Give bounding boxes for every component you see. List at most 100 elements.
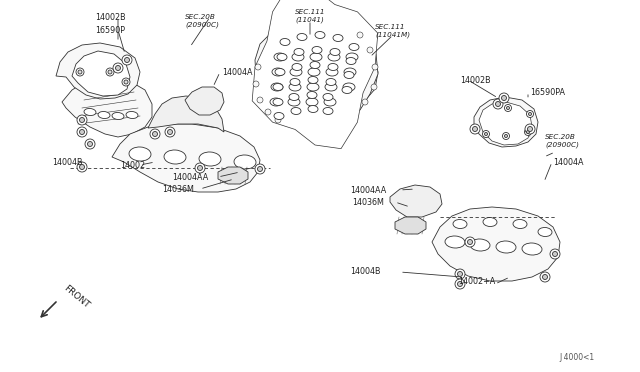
Polygon shape (112, 124, 260, 192)
Ellipse shape (453, 219, 467, 228)
Ellipse shape (126, 112, 138, 119)
Text: 14002B: 14002B (460, 76, 491, 84)
Circle shape (85, 139, 95, 149)
Text: 14036M: 14036M (352, 198, 384, 206)
Ellipse shape (294, 48, 304, 55)
Text: 16590PA: 16590PA (530, 87, 565, 96)
Ellipse shape (277, 54, 287, 61)
Circle shape (467, 240, 472, 244)
Circle shape (458, 282, 463, 286)
Text: SEC.20B: SEC.20B (545, 134, 576, 140)
Text: (11041M): (11041M) (375, 32, 410, 38)
Circle shape (455, 279, 465, 289)
Text: 14004B: 14004B (52, 157, 83, 167)
Ellipse shape (315, 32, 325, 39)
Ellipse shape (112, 112, 124, 119)
Text: 14004A: 14004A (553, 157, 584, 167)
Ellipse shape (291, 108, 301, 115)
Ellipse shape (306, 98, 318, 106)
Ellipse shape (280, 38, 290, 45)
Circle shape (113, 63, 123, 73)
Circle shape (165, 127, 175, 137)
Circle shape (115, 65, 120, 71)
Circle shape (257, 167, 262, 171)
Text: 14004B: 14004B (350, 267, 381, 276)
Ellipse shape (308, 77, 318, 83)
Ellipse shape (290, 68, 302, 76)
Ellipse shape (323, 93, 333, 100)
Circle shape (540, 272, 550, 282)
Ellipse shape (310, 53, 322, 61)
Ellipse shape (344, 71, 354, 78)
Ellipse shape (513, 219, 527, 228)
Circle shape (502, 96, 506, 100)
Circle shape (88, 141, 93, 147)
Ellipse shape (330, 48, 340, 55)
Circle shape (76, 68, 84, 76)
Circle shape (493, 99, 503, 109)
Circle shape (77, 162, 87, 172)
Circle shape (527, 126, 532, 131)
Text: 14004A: 14004A (222, 67, 253, 77)
Circle shape (124, 80, 128, 84)
Ellipse shape (328, 53, 340, 61)
Polygon shape (260, 42, 363, 118)
Text: 14004AA: 14004AA (350, 186, 387, 195)
Circle shape (455, 269, 465, 279)
Circle shape (527, 110, 534, 118)
Text: J 4000<1: J 4000<1 (560, 353, 595, 362)
Circle shape (357, 32, 363, 38)
Circle shape (79, 164, 84, 170)
Text: SEC.20B: SEC.20B (185, 14, 216, 20)
Ellipse shape (344, 68, 356, 76)
Circle shape (79, 129, 84, 135)
Circle shape (371, 84, 377, 90)
Circle shape (458, 272, 463, 276)
Polygon shape (56, 43, 140, 99)
Ellipse shape (483, 218, 497, 227)
Ellipse shape (290, 78, 300, 86)
Circle shape (198, 166, 202, 170)
Circle shape (362, 99, 368, 105)
Circle shape (253, 81, 259, 87)
Circle shape (257, 97, 263, 103)
Ellipse shape (199, 152, 221, 166)
Polygon shape (62, 76, 152, 137)
Circle shape (543, 275, 547, 279)
Circle shape (79, 118, 84, 122)
Circle shape (529, 112, 531, 115)
Ellipse shape (307, 92, 317, 99)
Circle shape (506, 106, 509, 109)
Circle shape (483, 131, 490, 138)
Circle shape (122, 55, 132, 65)
Ellipse shape (470, 239, 490, 251)
Polygon shape (432, 207, 560, 281)
Ellipse shape (272, 68, 284, 76)
Circle shape (527, 131, 529, 134)
Ellipse shape (342, 87, 352, 93)
Text: FRONT: FRONT (62, 284, 91, 310)
Polygon shape (255, 37, 378, 122)
Text: 14002B: 14002B (95, 13, 125, 22)
Ellipse shape (98, 112, 110, 119)
Ellipse shape (522, 243, 542, 255)
Polygon shape (252, 0, 378, 149)
Circle shape (504, 105, 511, 112)
Circle shape (367, 47, 373, 53)
Circle shape (168, 129, 173, 135)
Circle shape (125, 58, 129, 62)
Circle shape (78, 70, 82, 74)
Polygon shape (255, 22, 378, 117)
Ellipse shape (84, 109, 96, 116)
Circle shape (372, 64, 378, 70)
Polygon shape (390, 185, 442, 217)
Ellipse shape (292, 53, 304, 61)
Ellipse shape (271, 83, 283, 91)
Ellipse shape (496, 241, 516, 253)
Circle shape (77, 115, 87, 125)
Circle shape (150, 129, 160, 139)
Text: 14002: 14002 (120, 160, 145, 170)
Ellipse shape (307, 83, 319, 91)
Ellipse shape (129, 147, 151, 161)
Text: (20900C): (20900C) (545, 142, 579, 148)
